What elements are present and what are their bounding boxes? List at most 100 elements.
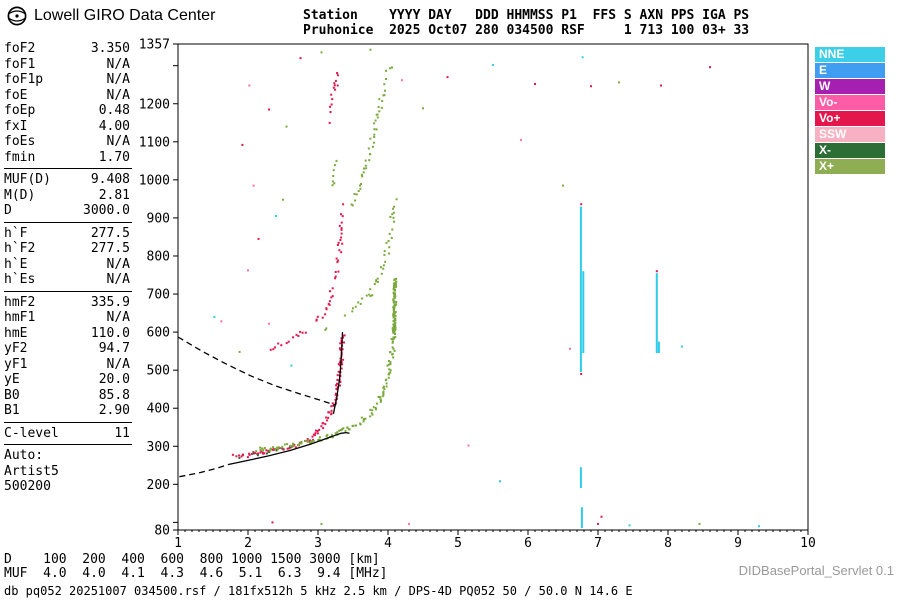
param-value: 2.81 [98, 187, 130, 203]
param-value: N/A [106, 256, 130, 272]
param-value: 4.00 [98, 118, 130, 134]
param-label: hmF1 [4, 310, 36, 325]
svg-text:400: 400 [147, 402, 170, 417]
param-value: N/A [106, 356, 130, 372]
param-row-hes: h`Es N/A [4, 272, 130, 288]
legend-item-vo+: Vo+ [815, 111, 885, 126]
param-row-d: D 3000.0 [4, 203, 130, 219]
param-label: h`F2 [4, 241, 36, 256]
svg-text:200: 200 [147, 478, 170, 493]
param-row-hmf2: hmF2 335.9 [4, 295, 130, 311]
svg-text:700: 700 [147, 288, 170, 303]
param-row-yf2: yF2 94.7 [4, 341, 130, 357]
param-divider [4, 444, 132, 445]
param-row-hmf1: hmF1 N/A [4, 310, 130, 326]
svg-text:900: 900 [147, 211, 170, 226]
param-value: 85.8 [98, 387, 130, 403]
direction-legend: NNE E W Vo- Vo+ SSW X- X+ [815, 47, 885, 175]
param-label: h`Es [4, 272, 36, 287]
param-value: 277.5 [90, 225, 130, 241]
param-row-md: M(D) 2.81 [4, 188, 130, 204]
param-label: foEp [4, 103, 36, 118]
param-value: N/A [106, 56, 130, 72]
param-divider [4, 421, 132, 423]
svg-text:80: 80 [154, 524, 170, 539]
param-row-yf1: yF1 N/A [4, 357, 130, 373]
param-value: 277.5 [90, 241, 130, 256]
param-label: fmin [4, 149, 36, 165]
param-label: foEs [4, 134, 36, 149]
svg-text:5: 5 [454, 536, 462, 551]
param-value: 1.70 [98, 149, 130, 165]
svg-text:800: 800 [147, 249, 170, 264]
param-label: D [4, 203, 12, 218]
param-value: N/A [106, 134, 130, 149]
param-row-hf2: h`F2 277.5 [4, 241, 130, 257]
param-label: B1 [4, 403, 20, 418]
param-label: hmF2 [4, 294, 36, 310]
param-divider [4, 221, 132, 223]
param-label: foF1 [4, 56, 36, 72]
servlet-version: DIDBasePortal_Servlet 0.1 [738, 563, 894, 578]
param-label: hmE [4, 325, 28, 341]
legend-item-x+: X+ [815, 159, 885, 174]
svg-text:8: 8 [664, 536, 672, 551]
param-label: h`E [4, 256, 28, 272]
svg-text:4: 4 [384, 536, 392, 551]
station-header: Station YYYY DAY DDD HHMMSS P1 FFS S AXN… [303, 8, 749, 38]
param-value: N/A [106, 310, 130, 325]
giro-logo: Lowell GIRO Data Center [6, 5, 215, 27]
param-row-ye: yE 20.0 [4, 372, 130, 388]
param-value: 110.0 [90, 325, 130, 341]
param-row-b1: B1 2.90 [4, 403, 130, 419]
param-label: yE [4, 372, 20, 387]
param-row-foe: foE N/A [4, 88, 130, 104]
parameter-panel: foF2 3.350 foF1 N/A foF1p N/A foE N/A foEp 0.48 fx… [4, 41, 132, 495]
legend-item-nne: NNE [815, 47, 885, 62]
param-value: 11 [114, 425, 130, 441]
svg-text:6: 6 [524, 536, 532, 551]
auto-info-line: Auto: [4, 448, 44, 463]
param-label: foF2 [4, 41, 36, 56]
param-value: 3000.0 [83, 203, 130, 218]
svg-text:7: 7 [594, 536, 602, 551]
param-row-b0: B0 85.8 [4, 388, 130, 404]
svg-text:1100: 1100 [139, 135, 170, 150]
param-label: yF2 [4, 341, 28, 356]
param-value: 20.0 [98, 372, 130, 387]
param-label: B0 [4, 387, 20, 403]
param-row-he: h`E N/A [4, 257, 130, 273]
svg-text:10: 10 [800, 536, 816, 551]
param-label: foF1p [4, 72, 44, 87]
legend-item-e: E [815, 63, 885, 78]
svg-text:500: 500 [147, 364, 170, 379]
svg-text:1000: 1000 [139, 173, 170, 188]
param-value: 2.90 [98, 403, 130, 418]
param-row-foes: foEs N/A [4, 134, 130, 150]
param-divider [4, 168, 132, 169]
param-row-foep: foEp 0.48 [4, 103, 130, 119]
param-value: N/A [106, 87, 130, 103]
param-row-fof1: foF1 N/A [4, 57, 130, 73]
auto-info-line: 500200 [4, 479, 51, 494]
param-value: 335.9 [90, 294, 130, 310]
svg-text:1: 1 [174, 536, 182, 551]
param-row-hf: h`F 277.5 [4, 226, 130, 242]
param-label: yF1 [4, 356, 28, 372]
station-header-values: Pruhonice 2025 Oct07 280 034500 RSF 1 71… [303, 23, 750, 38]
legend-item-ssw: SSW [815, 127, 885, 142]
param-row-fmin: fmin 1.70 [4, 150, 130, 166]
svg-text:600: 600 [147, 326, 170, 341]
param-value: 94.7 [98, 341, 130, 356]
svg-text:3: 3 [314, 536, 322, 551]
muf-table: D 100 200 400 600 800 1000 1500 3000 [km… [4, 553, 388, 581]
legend-item-x-: X- [815, 143, 885, 158]
svg-text:9: 9 [734, 536, 742, 551]
param-row-c-level: C-level 11 [4, 426, 130, 442]
param-label: MUF(D) [4, 172, 51, 187]
param-row-mufd: MUF(D) 9.408 [4, 172, 130, 188]
muf-distance-row: D 100 200 400 600 800 1000 1500 3000 [km… [4, 552, 380, 567]
param-label: h`F [4, 225, 28, 241]
